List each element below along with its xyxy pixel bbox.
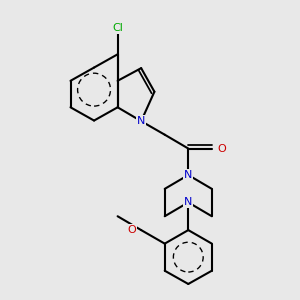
Text: N: N bbox=[184, 170, 193, 180]
Text: N: N bbox=[137, 116, 146, 126]
Text: Cl: Cl bbox=[112, 23, 123, 33]
Text: O: O bbox=[127, 225, 136, 235]
Text: O: O bbox=[217, 143, 226, 154]
Text: N: N bbox=[184, 197, 193, 207]
